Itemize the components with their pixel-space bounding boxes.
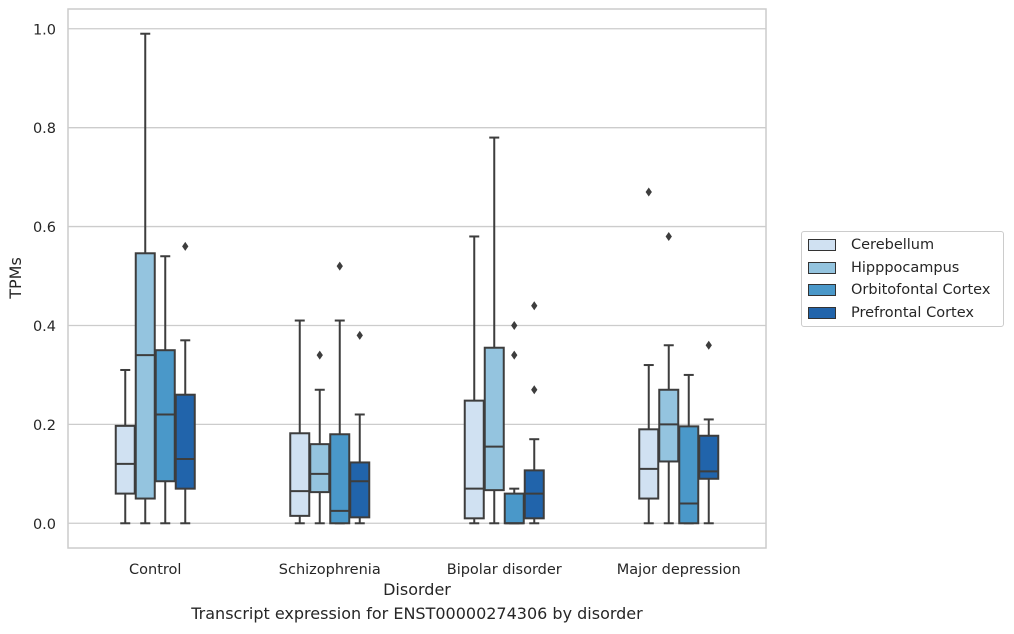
legend-item: Cerebellum xyxy=(808,235,934,255)
box-iqr xyxy=(114,424,136,495)
box-hipppocampus xyxy=(483,136,505,525)
box-cerebellum xyxy=(114,368,136,525)
y-tick-label: 0.0 xyxy=(33,517,56,533)
box-hipppocampus xyxy=(134,32,156,525)
outlier-point xyxy=(511,320,518,330)
box-orbitofontal-cortex xyxy=(329,261,351,525)
y-axis-label: TPMs xyxy=(6,257,25,300)
box-hipppocampus xyxy=(309,350,331,525)
box-iqr xyxy=(309,443,331,494)
box-orbitofontal-cortex xyxy=(678,373,700,525)
box-iqr xyxy=(174,393,196,490)
box-iqr xyxy=(698,434,720,480)
x-tick-label: Control xyxy=(129,562,181,578)
outlier-point xyxy=(511,350,518,360)
x-tick-label: Bipolar disorder xyxy=(447,562,562,578)
box-cerebellum xyxy=(463,235,485,525)
outlier-point xyxy=(336,261,343,271)
box-iqr xyxy=(134,252,156,500)
legend-label: Prefrontal Cortex xyxy=(851,304,974,321)
legend-swatch xyxy=(808,239,836,251)
legend-item: Hipppocampus xyxy=(808,258,959,278)
y-tick-label: 0.2 xyxy=(33,418,56,434)
x-tick-label: Major depression xyxy=(617,562,741,578)
outlier-point xyxy=(316,350,323,360)
plot-frame xyxy=(67,8,767,549)
legend-swatch xyxy=(808,284,836,296)
outlier-point xyxy=(182,241,189,251)
outlier-point xyxy=(665,231,672,241)
box-iqr xyxy=(658,388,680,463)
tick-labels: 0.0 0.2 0.4 0.6 0.8 1.0 Control Schizophrenia Bi… xyxy=(33,22,741,578)
legend-item: Orbitofontal Cortex xyxy=(808,280,990,300)
box-cerebellum xyxy=(638,187,660,525)
box-iqr xyxy=(349,461,371,519)
legend-swatch xyxy=(808,261,836,274)
boxplot-chart: 0.0 0.2 0.4 0.6 0.8 1.0 Control Schizophrenia Bi… xyxy=(6,8,767,599)
legend-swatch xyxy=(808,306,836,319)
y-tick-label: 0.6 xyxy=(33,220,56,236)
y-tick-label: 1.0 xyxy=(33,22,56,38)
outlier-point xyxy=(531,385,538,395)
box-iqr xyxy=(463,399,485,520)
box-hipppocampus xyxy=(658,231,680,525)
box-orbitofontal-cortex xyxy=(503,320,525,525)
outlier-point xyxy=(356,330,363,340)
box-prefrontal-cortex xyxy=(349,330,371,525)
y-tick-label: 0.8 xyxy=(33,121,56,137)
box-prefrontal-cortex xyxy=(698,340,720,525)
x-tick-label: Schizophrenia xyxy=(279,562,381,578)
box-prefrontal-cortex xyxy=(174,241,196,525)
box-iqr xyxy=(154,349,176,483)
box-prefrontal-cortex xyxy=(523,301,545,525)
box-groups xyxy=(114,32,720,525)
box-iqr xyxy=(289,432,311,517)
outlier-point xyxy=(531,301,538,311)
legend-label: Orbitofontal Cortex xyxy=(851,282,991,298)
legend-item: Prefrontal Cortex xyxy=(808,303,974,323)
outlier-point xyxy=(705,340,712,350)
box-iqr xyxy=(638,428,660,500)
legend-label: Hipppocampus xyxy=(851,259,960,276)
box-cerebellum xyxy=(289,319,311,525)
legend-label: Cerebellum xyxy=(851,237,935,253)
box-orbitofontal-cortex xyxy=(154,255,176,525)
figure-caption: Transcript expression for ENST0000027430… xyxy=(191,604,643,623)
legend: Cerebellum Hipppocampus Orbitofontal Corte… xyxy=(801,231,1004,327)
y-tick-label: 0.4 xyxy=(33,319,56,335)
x-axis-label: Disorder xyxy=(383,580,451,599)
box-iqr xyxy=(483,346,505,492)
outlier-point xyxy=(645,187,652,197)
box-iqr xyxy=(503,492,525,525)
box-iqr xyxy=(678,425,700,525)
